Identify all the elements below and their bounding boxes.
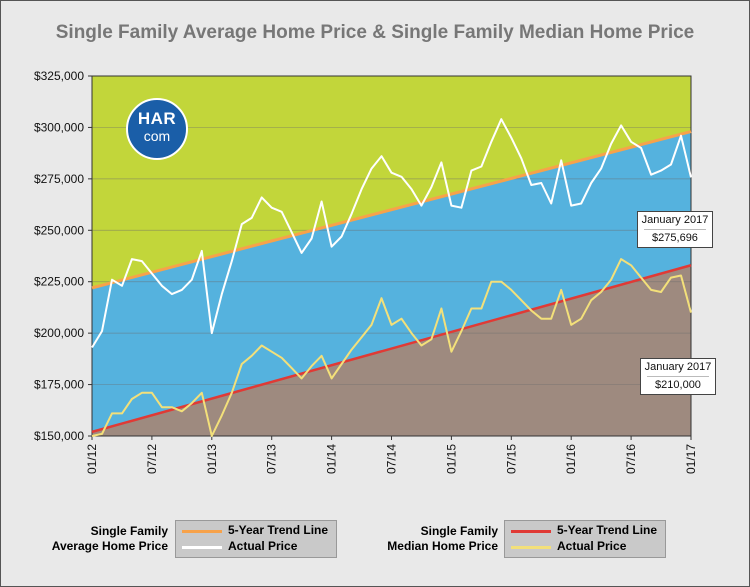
callout-average: January 2017 $275,696 bbox=[637, 211, 713, 248]
legend-average-trend-label: 5-Year Trend Line bbox=[228, 523, 329, 537]
legend-median-actual: Actual Price bbox=[505, 539, 665, 555]
x-tick-label-0: 01/12 bbox=[85, 444, 99, 474]
callout-average-value: $275,696 bbox=[652, 232, 698, 244]
chart-title: Single Family Average Home Price & Singl… bbox=[55, 22, 695, 43]
x-tick-label-4: 01/14 bbox=[325, 444, 339, 474]
callout-median-value: $210,000 bbox=[655, 379, 701, 391]
region-above-average-trend bbox=[92, 76, 691, 288]
x-tick-label-1: 07/12 bbox=[145, 444, 159, 474]
legend-average-trend: 5-Year Trend Line bbox=[176, 523, 336, 539]
x-tick-label-3: 07/13 bbox=[265, 444, 279, 474]
y-tick-label-4: $250,000 bbox=[34, 223, 84, 237]
average-trend-line bbox=[91, 130, 692, 290]
x-tick-label-5: 07/14 bbox=[385, 444, 399, 474]
callout-median: January 2017 $210,000 bbox=[640, 358, 716, 395]
legend-median-actual-swatch bbox=[511, 546, 551, 549]
legend-average-name-line1: Single Family bbox=[90, 524, 168, 538]
x-tick-label-8: 01/16 bbox=[564, 444, 578, 474]
average-actual-price-line bbox=[91, 118, 692, 349]
callout-average-separator bbox=[644, 229, 706, 230]
x-tick-label-9: 07/16 bbox=[624, 444, 638, 474]
x-tick-label-7: 07/15 bbox=[504, 444, 518, 474]
legend-average-actual: Actual Price bbox=[176, 539, 336, 555]
legend-median-trend-swatch bbox=[511, 530, 551, 533]
legend-median-name-line1: Single Family bbox=[420, 524, 498, 538]
legend-median-trend-label: 5-Year Trend Line bbox=[557, 523, 658, 537]
y-tick-label-7: $325,000 bbox=[34, 69, 84, 83]
legend-median-actual-label: Actual Price bbox=[557, 539, 627, 553]
legend-average-panel: 5-Year Trend Line Actual Price bbox=[175, 520, 337, 558]
legend-average-trend-swatch bbox=[182, 530, 222, 533]
legend-median-trend: 5-Year Trend Line bbox=[505, 523, 665, 539]
legend-median-panel: 5-Year Trend Line Actual Price bbox=[504, 520, 666, 558]
y-tick-label-3: $225,000 bbox=[34, 275, 84, 289]
median-actual-price-line bbox=[91, 258, 692, 437]
legend-average-actual-swatch bbox=[182, 546, 222, 549]
legend-average-actual-label: Actual Price bbox=[228, 539, 298, 553]
y-tick-label-1: $175,000 bbox=[34, 378, 84, 392]
legend-average-name: Single Family Average Home Price bbox=[40, 524, 168, 554]
legend-median-name-line2: Median Home Price bbox=[387, 539, 498, 553]
har-logo: HAR com bbox=[126, 98, 188, 160]
logo-text-bottom: com bbox=[143, 128, 171, 144]
x-tick-label-6: 01/15 bbox=[444, 444, 458, 474]
x-tick-label-2: 01/13 bbox=[205, 444, 219, 474]
y-tick-label-2: $200,000 bbox=[34, 326, 84, 340]
y-tick-label-0: $150,000 bbox=[34, 429, 84, 443]
logo-text-top: HAR bbox=[137, 109, 177, 128]
legend-median-name: Single Family Median Home Price bbox=[370, 524, 498, 554]
callout-median-label: January 2017 bbox=[644, 361, 712, 373]
y-tick-label-6: $300,000 bbox=[34, 120, 84, 134]
x-tick-label-10: 01/17 bbox=[684, 444, 698, 474]
callout-average-label: January 2017 bbox=[641, 214, 709, 226]
legend-average-name-line2: Average Home Price bbox=[51, 539, 168, 553]
callout-median-separator bbox=[647, 376, 709, 377]
y-tick-label-5: $275,000 bbox=[34, 172, 84, 186]
